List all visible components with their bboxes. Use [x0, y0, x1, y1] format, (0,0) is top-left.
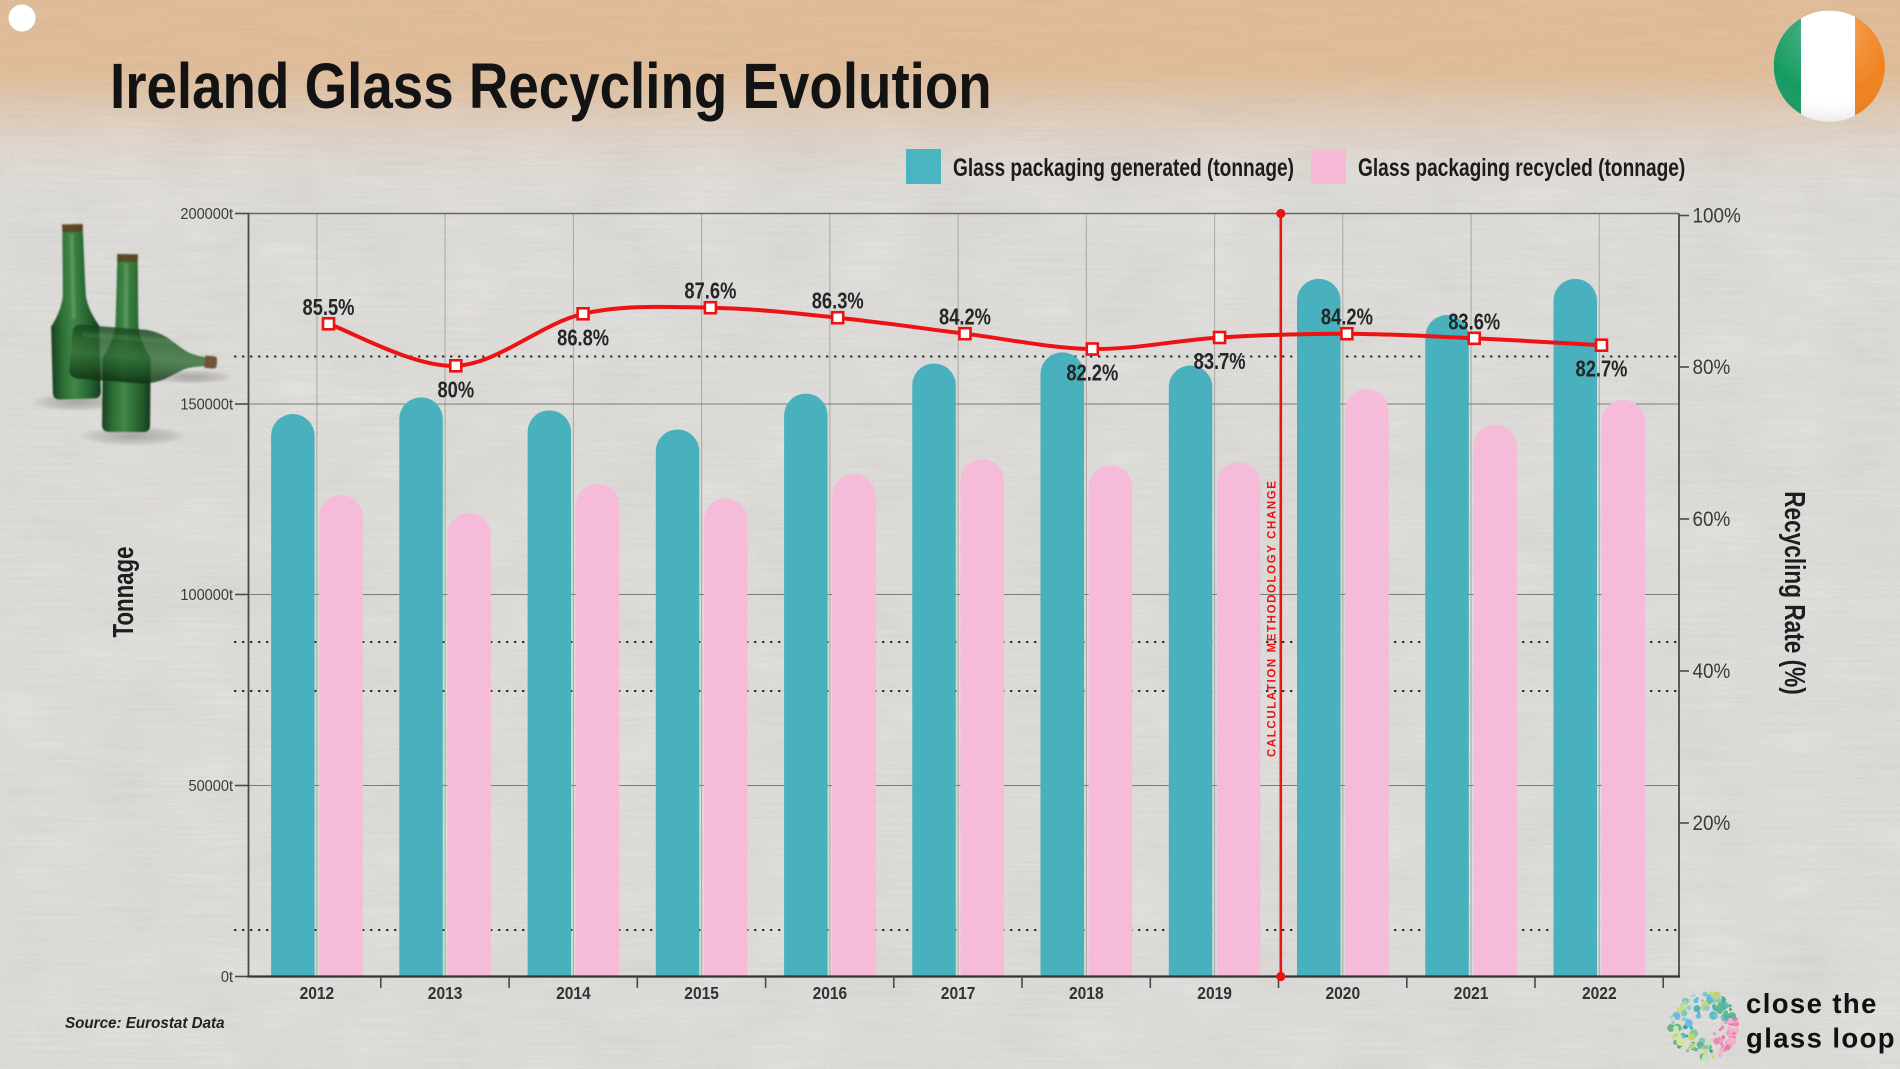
- svg-text:40%: 40%: [1693, 660, 1731, 683]
- svg-text:200000t: 200000t: [180, 205, 233, 223]
- svg-text:86.8%: 86.8%: [557, 325, 609, 351]
- svg-text:Glass packaging recycled (tonn: Glass packaging recycled (tonnage): [1358, 154, 1685, 182]
- svg-text:150000t: 150000t: [180, 396, 233, 414]
- svg-text:84.2%: 84.2%: [1321, 305, 1373, 331]
- svg-text:60%: 60%: [1693, 508, 1731, 531]
- svg-text:2012: 2012: [300, 983, 335, 1003]
- svg-text:82.7%: 82.7%: [1576, 357, 1628, 383]
- svg-text:2022: 2022: [1582, 983, 1617, 1003]
- svg-text:0t: 0t: [221, 968, 234, 986]
- svg-text:2013: 2013: [428, 983, 463, 1003]
- svg-text:Glass packaging generated (ton: Glass packaging generated (tonnage): [953, 154, 1294, 182]
- svg-text:CALCULATION METHODOLOGY CHANGE: CALCULATION METHODOLOGY CHANGE: [1267, 479, 1279, 757]
- svg-text:Tonnage: Tonnage: [108, 547, 139, 638]
- svg-text:2021: 2021: [1454, 983, 1489, 1003]
- svg-text:glass loop: glass loop: [1746, 1023, 1896, 1054]
- svg-text:close the: close the: [1746, 988, 1878, 1019]
- svg-text:2015: 2015: [684, 983, 719, 1003]
- svg-text:2016: 2016: [813, 983, 848, 1003]
- svg-text:2020: 2020: [1325, 983, 1360, 1003]
- svg-text:2019: 2019: [1197, 983, 1232, 1003]
- svg-text:Recycling Rate (%): Recycling Rate (%): [1778, 491, 1811, 695]
- svg-text:82.2%: 82.2%: [1066, 360, 1118, 386]
- svg-text:83.6%: 83.6%: [1448, 309, 1500, 335]
- svg-text:2017: 2017: [941, 983, 976, 1003]
- svg-text:85.5%: 85.5%: [303, 295, 355, 321]
- svg-text:100%: 100%: [1693, 205, 1742, 228]
- svg-text:84.2%: 84.2%: [939, 305, 991, 331]
- svg-text:100000t: 100000t: [180, 586, 233, 604]
- svg-text:Ireland Glass Recycling Evolut: Ireland Glass Recycling Evolution: [110, 50, 992, 122]
- svg-text:2018: 2018: [1069, 983, 1104, 1003]
- svg-text:Source: Eurostat Data: Source: Eurostat Data: [65, 1015, 225, 1032]
- svg-text:2014: 2014: [556, 983, 591, 1003]
- svg-text:50000t: 50000t: [189, 777, 234, 795]
- svg-text:83.7%: 83.7%: [1194, 349, 1246, 375]
- svg-text:87.6%: 87.6%: [684, 279, 736, 305]
- svg-text:80%: 80%: [437, 377, 474, 403]
- svg-text:86.3%: 86.3%: [812, 289, 864, 315]
- svg-text:80%: 80%: [1693, 356, 1731, 379]
- svg-text:20%: 20%: [1693, 812, 1731, 835]
